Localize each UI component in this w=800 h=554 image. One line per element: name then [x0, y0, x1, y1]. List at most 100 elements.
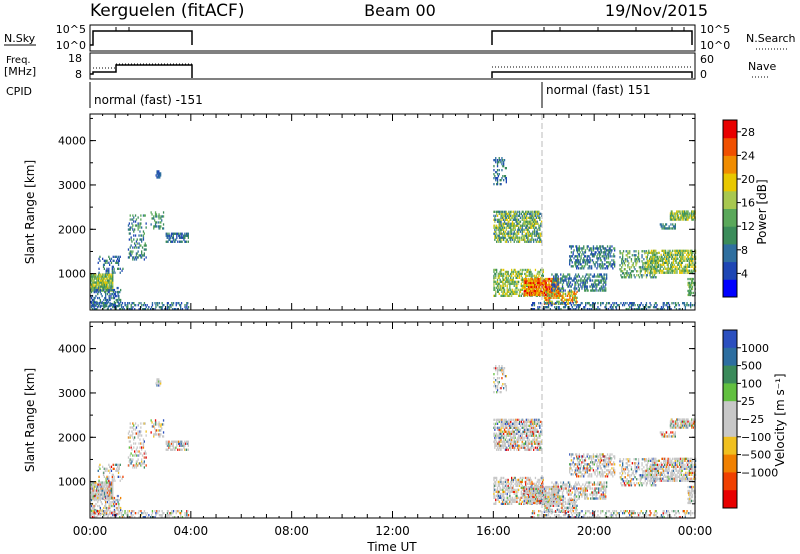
power-cell [605, 304, 607, 307]
power-cell [497, 284, 499, 287]
power-cell [493, 173, 495, 176]
power-cell [502, 232, 504, 235]
power-cell [167, 234, 169, 237]
power-cell [569, 255, 571, 258]
power-cell [187, 236, 189, 239]
power-cell [649, 265, 652, 268]
power-cell [586, 308, 588, 311]
power-cell [103, 281, 105, 284]
power-cell [497, 234, 499, 237]
velocity-cell [187, 442, 189, 445]
power-cell [660, 306, 663, 309]
power-cell [611, 306, 613, 309]
power-cell [109, 277, 111, 280]
velocity-cell [103, 494, 105, 498]
power-cell [180, 304, 182, 307]
power-cell [142, 234, 145, 237]
power-cell [652, 251, 654, 254]
velocity-cell [105, 510, 108, 513]
velocity-cell [167, 514, 169, 517]
power-cell [558, 292, 560, 295]
power-cell [519, 288, 522, 291]
power-cell [503, 228, 505, 231]
velocity-cell [101, 502, 103, 506]
power-cell [537, 291, 539, 295]
velocity-cell [101, 489, 103, 492]
velocity-cell [161, 510, 163, 513]
power-cell [670, 212, 672, 215]
velocity-cell [162, 435, 165, 438]
power-cell [648, 306, 650, 309]
power-cell [686, 249, 689, 252]
power-cell [585, 259, 587, 262]
velocity-cell [508, 444, 510, 447]
velocity-cell [141, 442, 143, 445]
power-cell [528, 283, 531, 287]
power-cell [159, 225, 161, 228]
power-cell [558, 300, 560, 303]
power-cell [524, 283, 526, 287]
power-cell [529, 220, 531, 223]
power-cell [584, 255, 586, 258]
velocity-cell [93, 489, 95, 492]
power-cell [136, 242, 138, 245]
power-cell [568, 290, 570, 293]
velocity-cell [118, 467, 120, 470]
velocity-cell [513, 446, 515, 449]
power-cell [570, 285, 572, 288]
velocity-cell [511, 432, 514, 435]
power-cell [625, 308, 627, 311]
velocity-cell [505, 440, 507, 443]
power-cell [90, 275, 93, 278]
power-cell [530, 212, 532, 215]
power-cell [496, 163, 499, 166]
power-cell [560, 302, 562, 305]
power-cell [652, 249, 654, 252]
power-cell [510, 226, 512, 229]
power-cell [671, 269, 673, 272]
power-cell [564, 298, 567, 301]
power-cell [563, 296, 565, 299]
power-cell [649, 257, 652, 260]
power-cell [547, 277, 549, 281]
power-cell [107, 300, 109, 304]
velocity-cell [500, 424, 502, 427]
power-cell [497, 175, 499, 178]
power-cell [592, 285, 595, 288]
velocity-cell [98, 485, 101, 488]
power-cell [496, 177, 499, 180]
power-cell [583, 283, 585, 286]
power-cell [172, 302, 175, 305]
power-cell [593, 273, 595, 276]
power-cell [142, 308, 145, 311]
power-cell [511, 288, 514, 291]
power-cell [569, 277, 571, 280]
power-cell [101, 275, 103, 278]
power-cell [109, 292, 111, 296]
power-cell [668, 227, 670, 230]
power-cell [628, 308, 630, 311]
power-cell [105, 271, 107, 274]
power-cell [557, 296, 560, 299]
power-cell [547, 279, 549, 283]
power-cell [108, 269, 110, 272]
velocity-cell [100, 512, 102, 516]
power-cell [686, 259, 689, 262]
power-cell [495, 179, 497, 182]
velocity-cell [497, 442, 499, 445]
power-cell [679, 259, 681, 262]
power-cell [675, 304, 678, 307]
power-cell [500, 272, 502, 276]
power-cell [558, 290, 560, 293]
velocity-cell [503, 440, 505, 443]
power-cell [562, 275, 565, 278]
power-cell [523, 222, 525, 225]
velocity-cell [117, 512, 119, 516]
velocity-cell [95, 481, 97, 484]
power-cell [595, 261, 597, 264]
power-cell [681, 210, 683, 213]
velocity-cell [105, 483, 108, 486]
velocity-cell [126, 514, 128, 517]
power-cell [539, 224, 541, 227]
power-cell [617, 304, 619, 307]
